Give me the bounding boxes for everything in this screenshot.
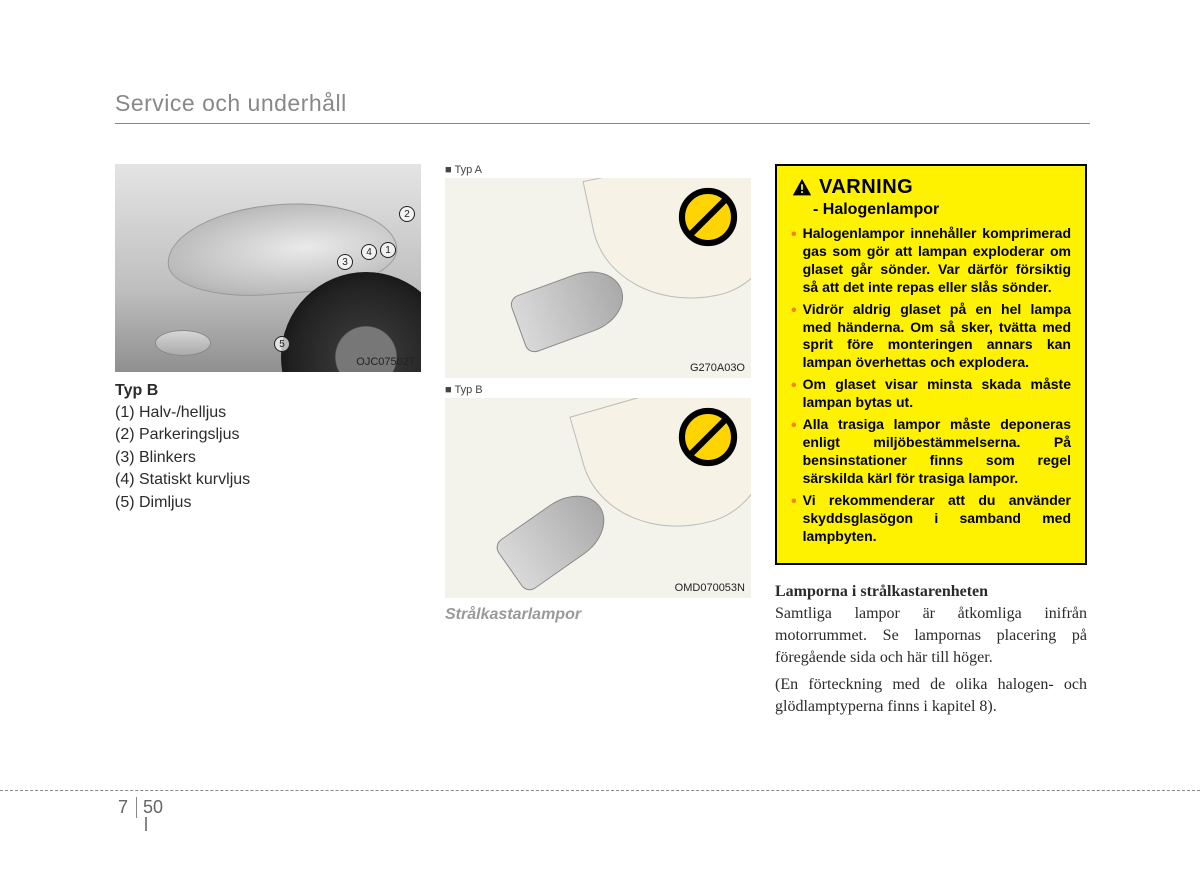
- left-list: (1) Halv-/helljus (2) Parkeringsljus (3)…: [115, 402, 421, 514]
- bulb-shape: [508, 261, 632, 355]
- list-item: (3) Blinkers: [115, 447, 421, 469]
- col-middle: ■ Typ A G270A03O ■ Typ B OMD070053N Strå…: [445, 164, 751, 717]
- warning-heading: VARNING: [791, 176, 1071, 199]
- warning-triangle-icon: [791, 177, 813, 199]
- callout-5: 5: [274, 336, 290, 352]
- warning-list: Halogenlampor innehåller komprimerad gas…: [791, 225, 1071, 545]
- prohibit-icon: [677, 186, 739, 248]
- headlight-figure: 1 2 3 4 5 OJC075027: [115, 164, 421, 372]
- callout-1: 1: [380, 242, 396, 258]
- warning-subtitle: - Halogenlampor: [813, 201, 1071, 219]
- warning-bullet: Halogenlampor innehåller komprimerad gas…: [791, 225, 1071, 297]
- page-no: 50: [143, 797, 163, 817]
- bulb-figure-a: G270A03O: [445, 178, 751, 378]
- warning-box: VARNING - Halogenlampor Halogenlampor in…: [775, 164, 1087, 565]
- foglamp-shape: [155, 330, 211, 356]
- footer-tick: [145, 817, 147, 831]
- figure-code-a: G270A03O: [690, 362, 745, 374]
- callout-2: 2: [399, 206, 415, 222]
- right-paragraph: Samtliga lampor är åtkomliga inifrån mot…: [775, 603, 1087, 668]
- right-paragraph: (En förteckning med de olika halogen- oc…: [775, 674, 1087, 717]
- figure-code-b: OMD070053N: [675, 582, 745, 594]
- chapter-number: 7: [118, 797, 137, 818]
- warning-title: VARNING: [819, 176, 913, 199]
- page-title: Service och underhåll: [115, 90, 1090, 117]
- label-typ-a: ■ Typ A: [445, 164, 751, 176]
- header-rule: [115, 123, 1090, 124]
- col-right: VARNING - Halogenlampor Halogenlampor in…: [775, 164, 1087, 717]
- prohibit-icon: [677, 406, 739, 468]
- page-content: Service och underhåll 1 2 3 4 5 OJC07502…: [115, 90, 1090, 717]
- callout-3: 3: [337, 254, 353, 270]
- warning-bullet: Alla trasiga lampor måste deponeras enli…: [791, 416, 1071, 488]
- col-left: 1 2 3 4 5 OJC075027 Typ B (1) Halv-/hell…: [115, 164, 421, 717]
- list-item: (2) Parkeringsljus: [115, 424, 421, 446]
- warning-bullet: Vidrör aldrig glaset på en hel lampa med…: [791, 301, 1071, 373]
- columns: 1 2 3 4 5 OJC075027 Typ B (1) Halv-/hell…: [115, 164, 1090, 717]
- figure-code-left: OJC075027: [356, 356, 415, 368]
- list-item: (4) Statiskt kurvljus: [115, 469, 421, 491]
- callout-4: 4: [361, 244, 377, 260]
- page-footer: 7 50: [0, 790, 1200, 830]
- list-item: (5) Dimljus: [115, 492, 421, 514]
- right-subtitle: Lamporna i strålkastarenheten: [775, 583, 1087, 601]
- list-item: (1) Halv-/helljus: [115, 402, 421, 424]
- middle-caption: Strålkastarlampor: [445, 606, 751, 624]
- page-number: 7 50: [118, 797, 163, 818]
- warning-bullet: Om glaset visar minsta skada måste lampa…: [791, 376, 1071, 412]
- warning-bullet: Vi rekommenderar att du använder skyddsg…: [791, 492, 1071, 546]
- bulb-shape: [493, 482, 618, 594]
- left-caption-title: Typ B: [115, 382, 421, 400]
- label-typ-b: ■ Typ B: [445, 384, 751, 396]
- bulb-figure-b: OMD070053N: [445, 398, 751, 598]
